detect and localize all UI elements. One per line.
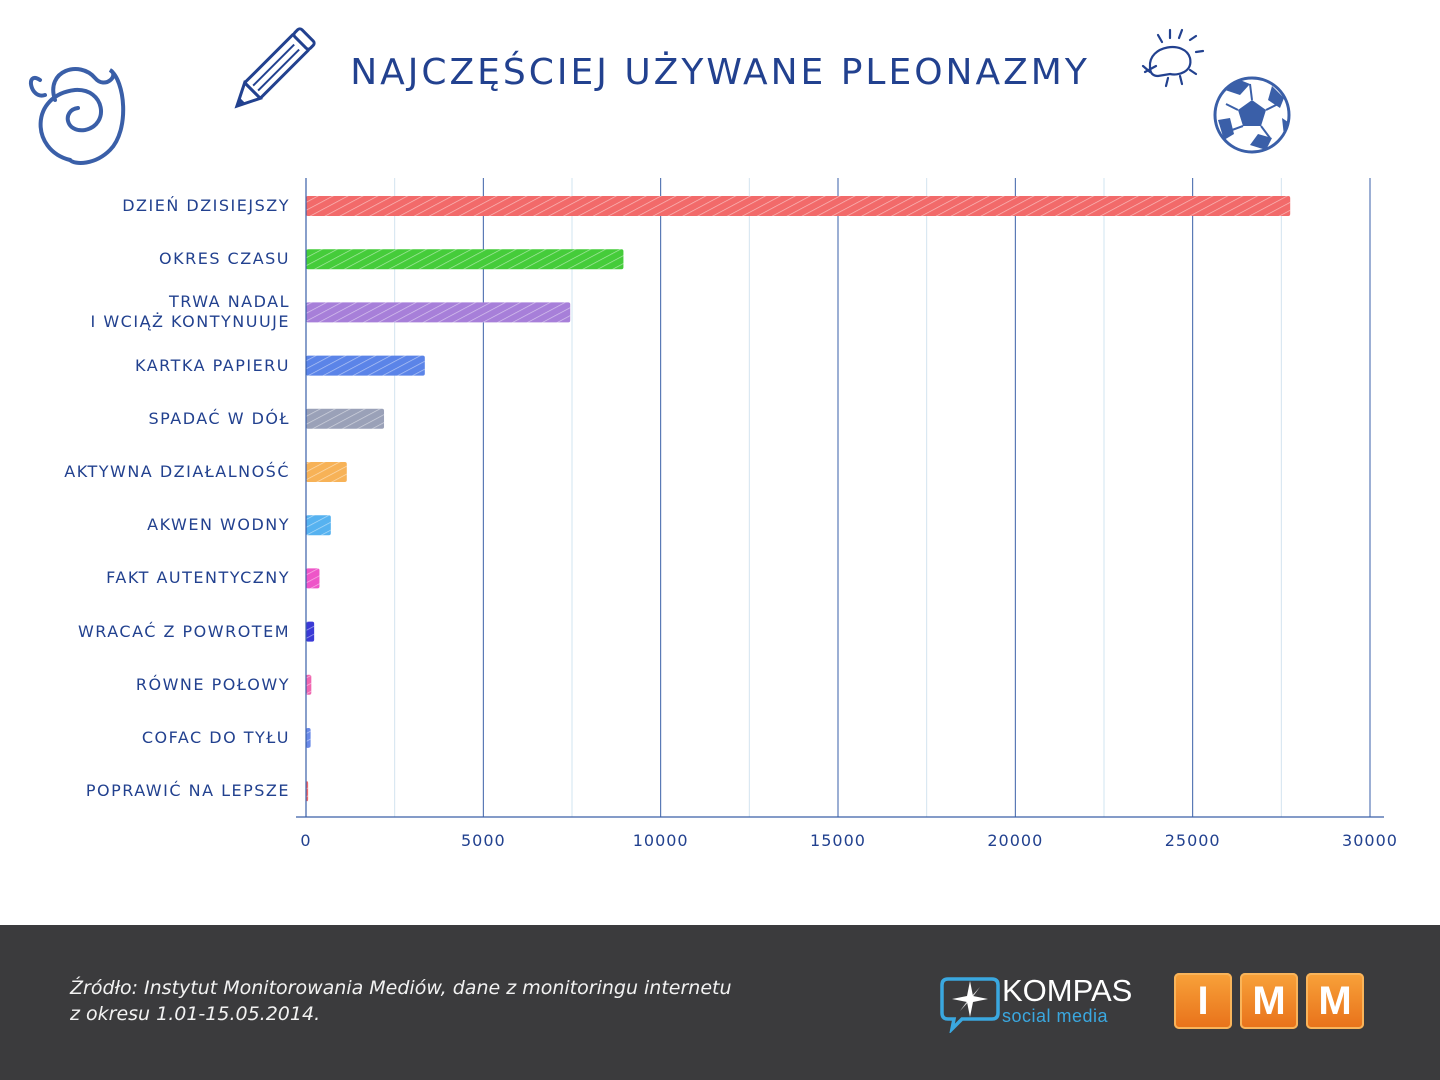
swirl-doodle-icon: [28, 67, 126, 165]
bar-chart: [28, 27, 1384, 818]
tick-label: 0: [300, 831, 312, 850]
tick-label: 30000: [1342, 831, 1398, 850]
tick-label: 15000: [810, 831, 866, 850]
bar-hatch: [306, 302, 571, 323]
bar-8: [306, 621, 315, 642]
source-line-1: Źródło: Instytut Monitorowania Mediów, d…: [70, 977, 732, 999]
imm-letter-i: I: [1174, 973, 1232, 1029]
tick-label: 20000: [987, 831, 1044, 850]
chart-title: NAJCZĘŚCIEJ UŻYWANE PLEONAZMY: [350, 52, 1090, 93]
footer: Źródło: Instytut Monitorowania Mediów, d…: [0, 925, 1440, 1080]
category-label: RÓWNE POŁOWY: [135, 674, 290, 694]
bar-hatch: [306, 621, 315, 642]
category-label: AKTYWNA DZIAŁALNOŚĆ: [64, 462, 290, 481]
bar-hatch: [306, 781, 309, 802]
bar-hatch: [306, 408, 385, 429]
bar-6: [306, 515, 331, 536]
kompas-name: KOMPAS: [1002, 973, 1133, 1008]
bar-hatch: [306, 355, 425, 376]
category-label: TRWA NADAL I WCIĄŻ KONTYNUUJE: [90, 292, 290, 332]
category-label: KARTKA PAPIERU: [135, 355, 290, 375]
category-label: DZIEŃ DZISIEJSZY: [122, 196, 290, 215]
bar-10: [306, 728, 311, 748]
kompas-tagline: social media: [1002, 1006, 1109, 1026]
category-label: WRACAĆ Z POWROTEM: [77, 621, 290, 641]
bar-hatch: [306, 196, 1291, 216]
imm-letter-m1: M: [1240, 973, 1298, 1029]
bar-7: [306, 568, 320, 589]
category-label: FAKT AUTENTYCZNY: [106, 568, 290, 588]
tick-label: 10000: [632, 831, 689, 850]
bars: [306, 196, 1291, 802]
category-label: COFAC DO TYŁU: [141, 728, 290, 747]
gridlines: [394, 178, 1371, 817]
imm-letter-m2: M: [1306, 973, 1364, 1029]
category-label: OKRES CZASU: [159, 249, 290, 269]
bar-2: [306, 302, 571, 323]
pencil-icon: [234, 27, 316, 109]
source-note: Źródło: Instytut Monitorowania Mediów, d…: [70, 975, 870, 1027]
compass-bubble-icon: [940, 977, 1000, 1033]
bar-hatch: [306, 515, 331, 536]
category-label: AKWEN WODNY: [147, 515, 290, 535]
axes: [296, 178, 1384, 818]
bar-3: [306, 355, 425, 376]
lightbulb-icon: [1141, 28, 1205, 88]
bar-5: [306, 462, 347, 482]
source-line-2: z okresu 1.01-15.05.2014.: [70, 1003, 321, 1025]
football-icon: [1213, 76, 1291, 154]
bar-hatch: [306, 674, 312, 695]
category-label: SPADAĆ W DÓŁ: [148, 408, 290, 428]
bar-hatch: [306, 249, 624, 270]
bar-0: [306, 196, 1291, 216]
bar-9: [306, 674, 312, 695]
chart-area: NAJCZĘŚCIEJ UŻYWANE PLEONAZMY DZIEŃ DZIS…: [28, 27, 1398, 850]
bar-hatch: [306, 568, 320, 589]
category-label: POPRAWIĆ NA LEPSZE: [85, 781, 290, 801]
tick-label: 25000: [1164, 831, 1221, 850]
bar-hatch: [306, 728, 311, 748]
kompas-logo: KOMPAS social media: [940, 973, 1140, 1033]
bar-1: [306, 249, 624, 270]
tick-label: 5000: [460, 831, 506, 850]
bar-4: [306, 408, 385, 429]
imm-logo: I M M: [1174, 973, 1374, 1033]
bar-hatch: [306, 462, 347, 482]
